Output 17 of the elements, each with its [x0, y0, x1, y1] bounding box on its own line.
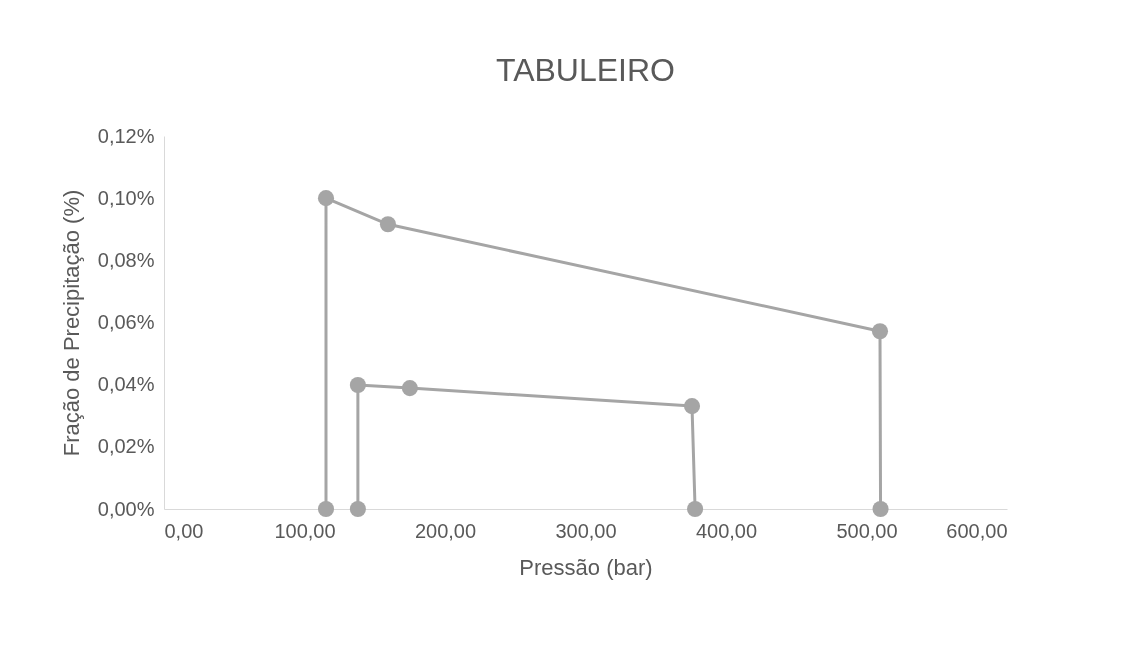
x-tick-label: 200,00	[414, 519, 477, 542]
y-tick-label: 0,08%	[97, 248, 155, 271]
x-tick-label: 300,00	[555, 519, 617, 542]
y-tick-label: 0,04%	[97, 373, 155, 396]
x-tick-label: 600,00	[946, 519, 1008, 542]
y-axis-title: Fração de Precipitação (%)	[58, 189, 84, 457]
y-tick-label: 0,06%	[97, 311, 155, 333]
y-tick-label: 0,12%	[97, 124, 155, 147]
x-tick-label: 100,00	[274, 519, 336, 542]
x-tick-label: 0,00	[164, 519, 204, 542]
y-tick-label: 0,00%	[97, 497, 155, 520]
y-tick-label: 0,10%	[97, 186, 155, 209]
x-tick-label: 400,00	[695, 519, 758, 542]
y-tick-label: 0,02%	[97, 435, 155, 458]
x-tick-label: 500,00	[836, 519, 898, 542]
x-axis-title: Pressão (bar)	[519, 554, 653, 580]
chart-title: TABULEIRO	[496, 52, 675, 88]
